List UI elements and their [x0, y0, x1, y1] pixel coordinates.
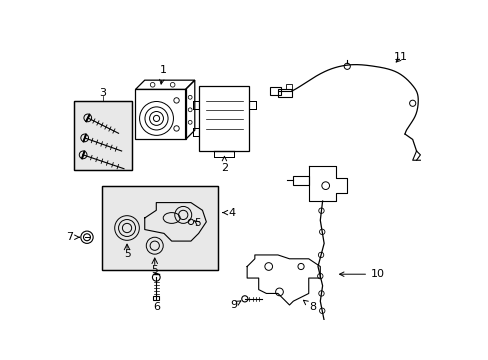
Text: 1: 1 — [159, 65, 166, 84]
Text: 6: 6 — [152, 302, 160, 311]
Text: 3: 3 — [99, 88, 106, 98]
Bar — [74, 101, 131, 170]
Text: 2: 2 — [221, 156, 227, 173]
Text: 10: 10 — [339, 269, 384, 279]
Bar — [270, 87, 281, 95]
Text: 7: 7 — [66, 232, 79, 242]
Bar — [285, 84, 291, 89]
Text: 5: 5 — [151, 265, 158, 275]
Text: 4: 4 — [222, 208, 235, 217]
Text: 8: 8 — [303, 300, 316, 312]
Bar — [135, 89, 185, 139]
Bar — [74, 101, 131, 170]
Text: 11: 11 — [393, 52, 407, 62]
Text: 5: 5 — [123, 249, 130, 259]
Bar — [153, 296, 159, 300]
Bar — [277, 89, 291, 97]
Bar — [199, 86, 249, 151]
Bar — [293, 176, 308, 185]
Text: 5: 5 — [193, 217, 200, 228]
Bar — [102, 186, 218, 270]
Text: 9: 9 — [230, 300, 241, 310]
Bar — [102, 186, 218, 270]
